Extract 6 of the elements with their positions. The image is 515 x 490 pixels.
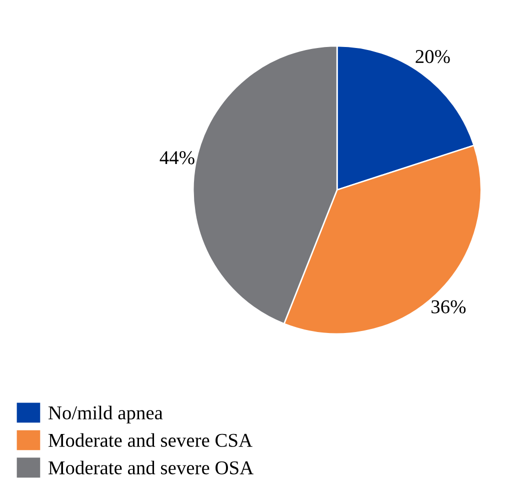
legend-label: Moderate and severe CSA bbox=[48, 433, 252, 447]
data-label: 36% bbox=[432, 300, 466, 314]
legend-label: No/mild apnea bbox=[48, 406, 163, 424]
data-label: 20% bbox=[416, 50, 450, 64]
legend-label: Moderate and severe OSA bbox=[48, 460, 254, 474]
data-label: 44% bbox=[160, 151, 194, 164]
